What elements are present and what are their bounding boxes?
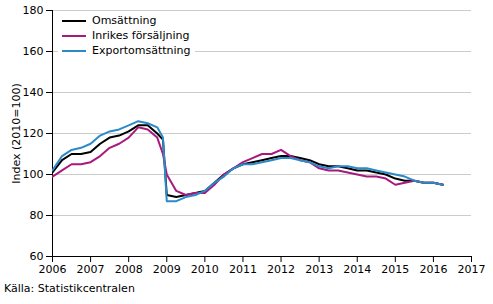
svg-text:2011: 2011 [229, 263, 257, 276]
svg-text:80: 80 [30, 209, 44, 222]
svg-text:2014: 2014 [343, 263, 371, 276]
html-text:Exportomsättning: Exportomsättning [92, 44, 191, 57]
svg-text:2009: 2009 [153, 263, 181, 276]
svg-text:2015: 2015 [381, 263, 409, 276]
svg-text:160: 160 [23, 45, 44, 58]
svg-text:2010: 2010 [191, 263, 219, 276]
svg-text:120: 120 [23, 127, 44, 140]
svg-text:2006: 2006 [39, 263, 67, 276]
html-text:Omsättning: Omsättning [92, 14, 157, 27]
svg-text:180: 180 [23, 4, 44, 17]
svg-text:140: 140 [23, 86, 44, 99]
svg-text:100: 100 [23, 168, 44, 181]
html-text:Källa: Statistikcentralen: Källa: Statistikcentralen [4, 282, 135, 295]
svg-text:2008: 2008 [115, 263, 143, 276]
html-text:Inrikes försäljning: Inrikes försäljning [92, 29, 190, 42]
svg-text:2007: 2007 [77, 263, 105, 276]
svg-text:60: 60 [30, 250, 44, 263]
svg-text:2016: 2016 [419, 263, 447, 276]
svg-text:2013: 2013 [305, 263, 333, 276]
svg-text:2017: 2017 [458, 263, 486, 276]
svg-text:Index (2010=100): Index (2010=100) [10, 83, 23, 184]
svg-text:2012: 2012 [267, 263, 295, 276]
